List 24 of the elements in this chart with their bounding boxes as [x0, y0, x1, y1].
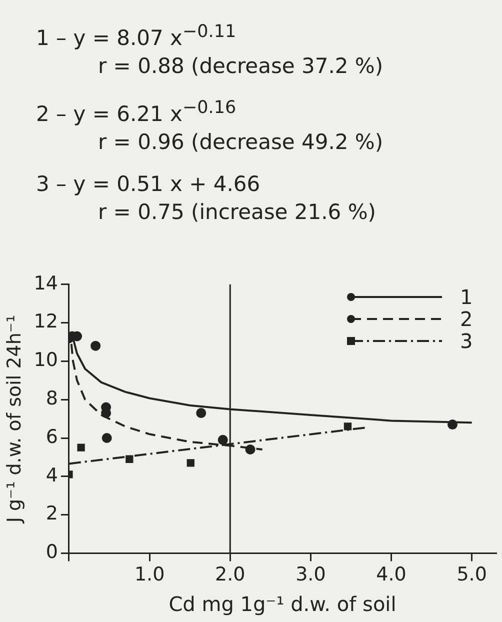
y-tick-label: 10	[34, 349, 58, 372]
x-tick-label: 5.0	[456, 564, 487, 586]
text: 1 – y = 8.07 x$^{−0.11}$	[36, 21, 238, 52]
legend-label: 2	[460, 307, 473, 332]
text: 2 – y = 6.21 x$^{−0.16}$	[36, 97, 238, 128]
text: r = 0.96 (decrease 49.2 %)	[97, 129, 384, 156]
y-axis-title: J g⁻¹ d.w. of soil 24h⁻¹	[3, 314, 26, 524]
text: 3 – y = 0.51 x + 4.66	[36, 171, 262, 198]
y-tick-label: 0	[46, 541, 58, 564]
y-tick-label: 8	[46, 388, 58, 410]
text: r = 0.88 (decrease 37.2 %)	[97, 53, 384, 80]
legend-label: 1	[460, 285, 473, 310]
y-tick-label: 6	[46, 426, 58, 448]
y-tick-label: 14	[34, 272, 58, 294]
y-tick-label: 4	[46, 464, 58, 486]
x-tick-label: 3.0	[296, 564, 326, 586]
x-tick-label: 1.0	[134, 564, 165, 586]
x-tick-label: 2.0	[215, 564, 246, 586]
x-tick-label: 4.0	[376, 564, 406, 586]
x-axis-title: Cd mg 1g⁻¹ d.w. of soil	[168, 592, 396, 616]
text: r = 0.75 (increase 21.6 %)	[97, 199, 377, 226]
y-tick-label: 2	[46, 502, 58, 525]
legend-label: 3	[460, 329, 473, 354]
y-tick-label: 12	[34, 310, 58, 333]
